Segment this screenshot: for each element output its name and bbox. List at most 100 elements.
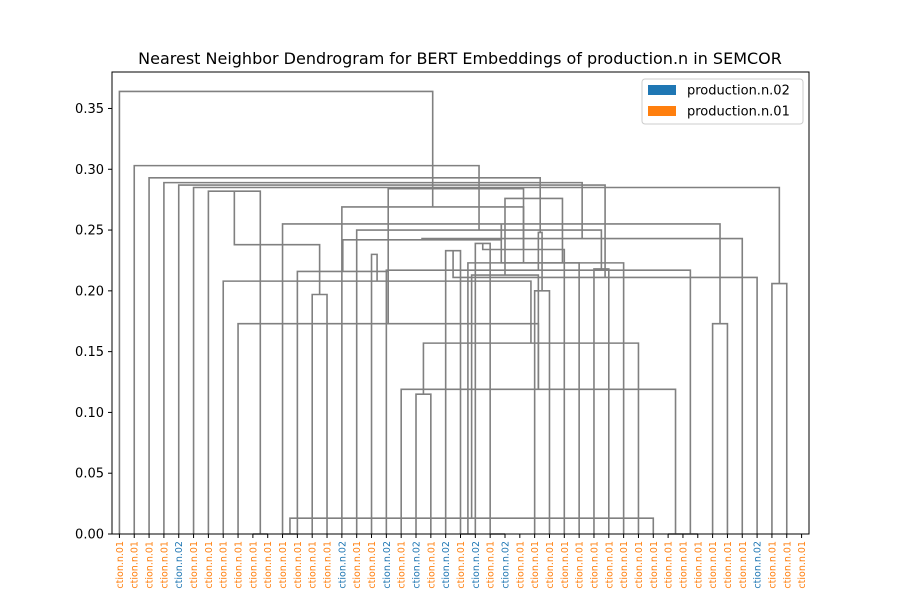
leaf-label-30: ction.n.01 — [560, 541, 571, 589]
dendrogram-link-29 — [771, 282, 788, 534]
dendrogram-link-40 — [148, 176, 542, 534]
dendrogram-link-36 — [387, 187, 525, 324]
leaf-label-41: ction.n.01 — [723, 541, 734, 589]
leaf-label-38: ction.n.01 — [678, 541, 689, 589]
leaf-label-17: ction.n.01 — [367, 541, 378, 589]
leaf-label-8: ction.n.01 — [234, 541, 245, 589]
dendrogram-link-41 — [133, 164, 480, 534]
leaf-label-46: ction.n.01 — [797, 541, 808, 589]
legend-frame — [641, 78, 804, 125]
leaf-label-29: ction.n.01 — [545, 541, 556, 589]
y-tick-label-5: 0.25 — [75, 224, 104, 239]
leaf-label-40: ction.n.01 — [708, 541, 719, 589]
y-tick-label-7: 0.35 — [75, 102, 104, 117]
leaf-label-15: ction.n.02 — [337, 541, 348, 589]
leaf-label-44: ction.n.01 — [767, 541, 778, 589]
leaf-label-5: ction.n.01 — [189, 541, 200, 589]
leaf-label-14: ction.n.01 — [323, 541, 334, 589]
leaf-label-23: ction.n.01 — [456, 541, 467, 589]
dendrogram-link-31 — [421, 237, 744, 534]
leaf-label-28: ction.n.01 — [530, 541, 541, 589]
legend-swatch-production-n-01 — [648, 106, 676, 116]
dendrogram-link-20 — [233, 191, 321, 295]
legend-label-production-n-02: production.n.02 — [687, 84, 790, 99]
leaf-label-2: ction.n.01 — [145, 541, 156, 589]
y-tick-label-6: 0.30 — [75, 163, 104, 178]
dendrogram-link-22 — [444, 249, 462, 534]
dendrogram-link-11 — [222, 280, 532, 534]
dendrogram-link-6 — [422, 342, 640, 534]
dendrogram-link-34 — [341, 206, 525, 534]
leaf-label-36: ction.n.01 — [649, 541, 660, 589]
dendrogram-link-23 — [341, 223, 503, 272]
dendrogram-link-3 — [415, 393, 432, 534]
y-tick-label-3: 0.15 — [75, 345, 104, 360]
dendrogram-link-16 — [385, 269, 692, 534]
leaf-label-37: ction.n.01 — [664, 541, 675, 589]
dendrogram-link-12 — [207, 190, 262, 534]
dendrogram-link-9 — [711, 322, 729, 534]
y-tick-label-1: 0.05 — [75, 467, 104, 482]
leaf-label-24: ction.n.02 — [471, 541, 482, 589]
dendrogram-link-33 — [355, 229, 603, 534]
dendrogram-link-10 — [470, 274, 540, 519]
leaf-label-21: ction.n.01 — [426, 541, 437, 589]
leaf-label-35: ction.n.01 — [634, 541, 645, 589]
dendrogram-link-5 — [289, 517, 655, 534]
leaf-label-10: ction.n.01 — [263, 541, 274, 589]
leaf-label-9: ction.n.01 — [248, 541, 259, 589]
leaf-label-4: ction.n.02 — [174, 541, 185, 589]
dendrogram-link-37 — [192, 186, 781, 534]
dendrogram-link-39 — [163, 181, 583, 534]
leaf-label-26: ction.n.02 — [500, 541, 511, 589]
y-tick-label-2: 0.10 — [75, 406, 104, 421]
dendrogram-link-17 — [370, 253, 378, 534]
dendrogram-link-27 — [500, 223, 625, 534]
y-tick-label-4: 0.20 — [75, 284, 104, 299]
y-axis: 0.00 0.05 0.10 0.15 0.20 0.25 0.30 0.35 — [75, 102, 112, 543]
dendrogram-link-24 — [533, 290, 551, 534]
dendrogram-link-14 — [296, 270, 390, 534]
dendrogram-link-42 — [118, 90, 434, 534]
dendrogram-links — [118, 90, 788, 535]
leaf-label-34: ction.n.01 — [619, 541, 630, 589]
leaf-label-7: ction.n.01 — [219, 541, 230, 589]
leaf-label-45: ction.n.01 — [782, 541, 793, 589]
dendrogram-link-30 — [452, 250, 758, 534]
leaf-label-0: ction.n.01 — [115, 541, 126, 589]
leaf-label-39: ction.n.01 — [693, 541, 704, 589]
leaf-label-16: ction.n.01 — [352, 541, 363, 589]
legend-swatch-production-n-02 — [648, 85, 676, 95]
leaf-label-31: ction.n.01 — [575, 541, 586, 589]
x-axis: ction.n.01 ction.n.01 ction.n.01 ction.n.01… — [115, 534, 808, 589]
leaf-label-27: ction.n.01 — [515, 541, 526, 589]
legend: production.n.02 production.n.01 — [641, 78, 804, 125]
dendrogram-link-35 — [504, 197, 564, 276]
leaf-label-1: ction.n.01 — [130, 541, 141, 589]
chart-title: Nearest Neighbor Dendrogram for BERT Emb… — [138, 49, 782, 68]
leaf-label-22: ction.n.02 — [441, 541, 452, 589]
leaf-label-12: ction.n.01 — [293, 541, 304, 589]
leaf-label-19: ction.n.01 — [397, 541, 408, 589]
y-tick-label-0: 0.00 — [75, 528, 104, 543]
leaf-label-43: ction.n.02 — [753, 541, 764, 589]
leaf-label-13: ction.n.01 — [308, 541, 319, 589]
leaf-label-18: ction.n.02 — [382, 541, 393, 589]
dendrogram-link-25 — [593, 268, 610, 534]
dendrogram-link-38 — [177, 184, 606, 534]
leaf-label-32: ction.n.01 — [589, 541, 600, 589]
leaf-label-11: ction.n.01 — [278, 541, 289, 589]
dendrogram-link-19 — [474, 242, 491, 534]
legend-label-production-n-01: production.n.01 — [687, 105, 790, 120]
leaf-label-20: ction.n.02 — [412, 541, 423, 589]
dendrogram-link-4 — [400, 388, 677, 534]
leaf-label-33: ction.n.01 — [604, 541, 615, 589]
leaf-label-6: ction.n.01 — [204, 541, 215, 589]
leaf-label-42: ction.n.01 — [738, 541, 749, 589]
dendrogram-link-26 — [467, 262, 580, 534]
leaf-label-3: ction.n.01 — [159, 541, 170, 589]
dendrogram-link-13 — [311, 293, 328, 534]
leaf-label-25: ction.n.01 — [486, 541, 497, 589]
